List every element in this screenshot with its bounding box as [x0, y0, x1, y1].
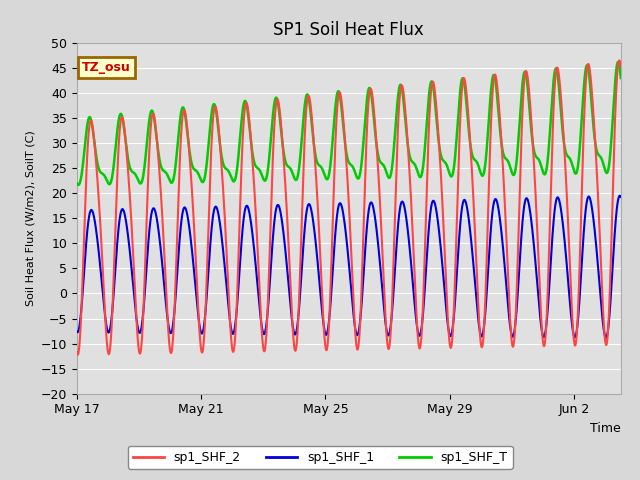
- sp1_SHF_2: [74, 352, 81, 358]
- Line: sp1_SHF_T: sp1_SHF_T: [77, 62, 621, 185]
- sp1_SHF_1: [548, 247, 556, 253]
- sp1_SHF_2: [617, 63, 625, 69]
- sp1_SHF_2: [616, 58, 623, 63]
- sp1_SHF_2: [135, 348, 143, 354]
- Text: TZ_osu: TZ_osu: [82, 61, 131, 74]
- Y-axis label: Soil Heat Flux (W/m2), SoilT (C): Soil Heat Flux (W/m2), SoilT (C): [25, 131, 35, 306]
- Line: sp1_SHF_1: sp1_SHF_1: [77, 196, 621, 338]
- sp1_SHF_2: [168, 350, 175, 356]
- sp1_SHF_1: [73, 329, 81, 335]
- Legend: sp1_SHF_2, sp1_SHF_1, sp1_SHF_T: sp1_SHF_2, sp1_SHF_1, sp1_SHF_T: [127, 446, 513, 469]
- sp1_SHF_T: [617, 75, 625, 81]
- sp1_SHF_T: [548, 102, 556, 108]
- Line: sp1_SHF_2: sp1_SHF_2: [77, 60, 621, 355]
- sp1_SHF_T: [282, 159, 289, 165]
- sp1_SHF_2: [73, 349, 81, 355]
- sp1_SHF_1: [167, 330, 175, 336]
- sp1_SHF_1: [607, 301, 614, 307]
- sp1_SHF_T: [73, 180, 81, 186]
- sp1_SHF_T: [305, 98, 313, 104]
- sp1_SHF_2: [282, 186, 289, 192]
- sp1_SHF_T: [614, 59, 622, 65]
- X-axis label: Time: Time: [590, 422, 621, 435]
- sp1_SHF_1: [282, 248, 289, 253]
- sp1_SHF_T: [74, 182, 82, 188]
- sp1_SHF_1: [305, 201, 313, 207]
- Title: SP1 Soil Heat Flux: SP1 Soil Heat Flux: [273, 21, 424, 39]
- sp1_SHF_T: [135, 179, 143, 185]
- sp1_SHF_1: [602, 335, 610, 341]
- sp1_SHF_1: [616, 193, 624, 199]
- sp1_SHF_2: [548, 157, 556, 163]
- sp1_SHF_2: [607, 275, 614, 281]
- sp1_SHF_2: [305, 94, 313, 100]
- sp1_SHF_1: [135, 329, 143, 335]
- sp1_SHF_1: [617, 194, 625, 200]
- sp1_SHF_T: [607, 151, 614, 156]
- sp1_SHF_T: [168, 180, 175, 186]
